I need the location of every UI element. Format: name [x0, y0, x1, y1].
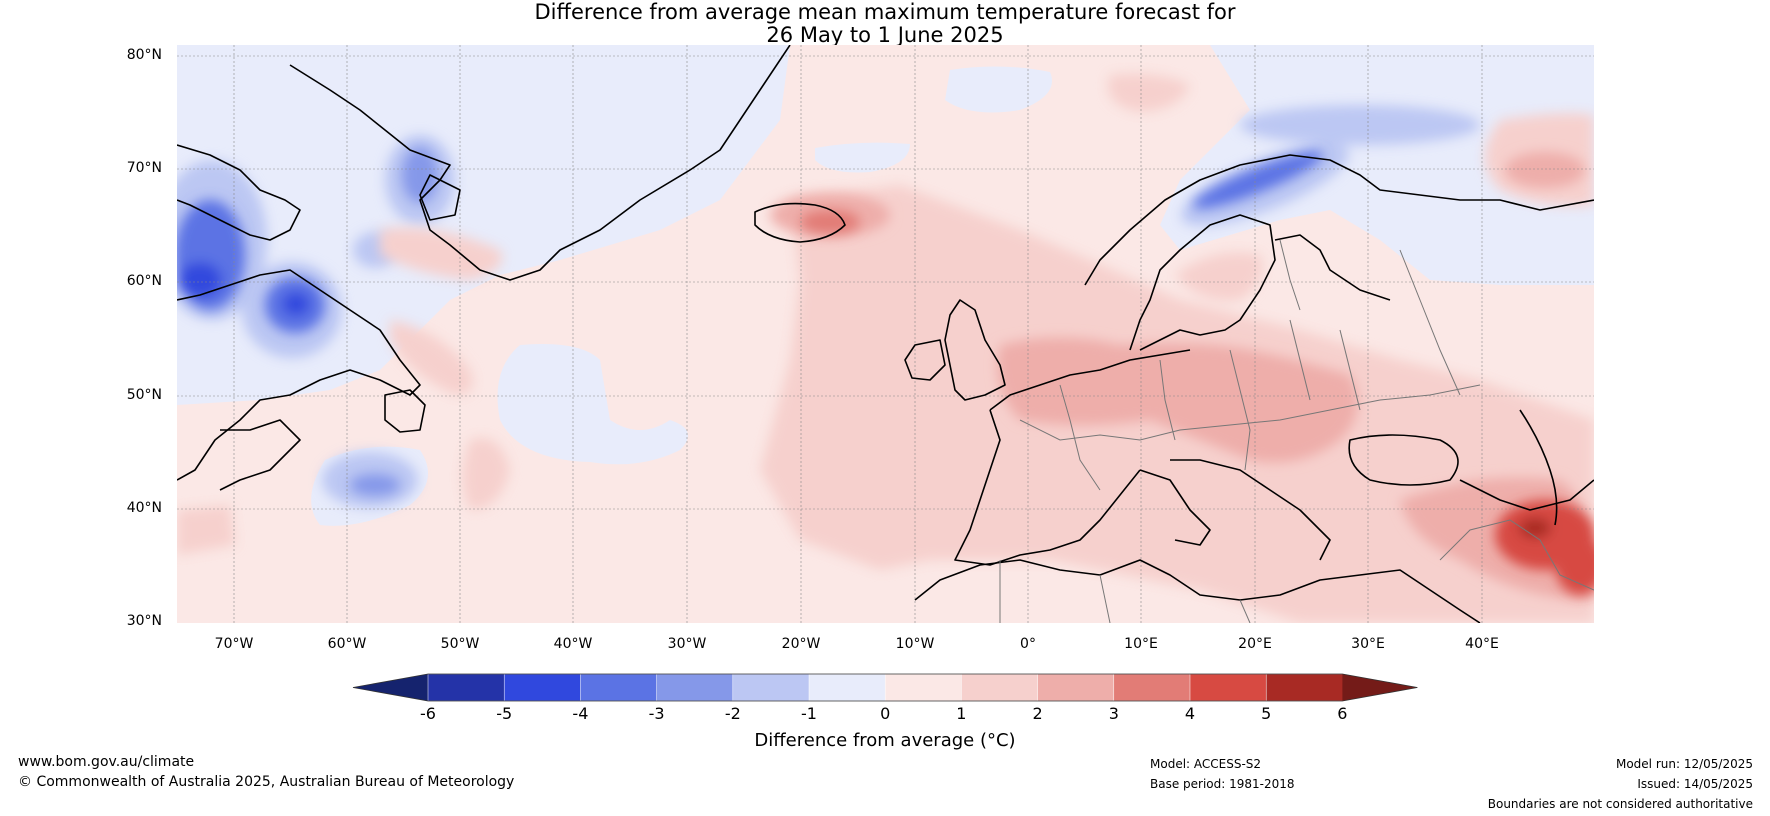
colorbar-tick-label: 1: [956, 704, 967, 723]
map-title-line2: 26 May to 1 June 2025: [766, 23, 1004, 47]
colorbar-tick-label: -3: [648, 704, 665, 723]
lat-label-50n: 50°N: [126, 387, 162, 403]
colorbar-segment: [1189, 673, 1267, 702]
colorbar-tick-label: -5: [496, 704, 513, 723]
colorbar-segment: [427, 673, 505, 702]
colorbar-segment: [580, 673, 658, 702]
copyright-text: © Commonwealth of Australia 2025, Austra…: [18, 774, 515, 790]
lon-label-10w: 10°W: [895, 636, 935, 652]
colorbar-label: Difference from average (°C): [754, 730, 1016, 751]
lon-label-70w: 70°W: [214, 636, 254, 652]
colorbar-segment: [961, 673, 1039, 702]
lon-label-20w: 20°W: [781, 636, 821, 652]
colorbar-extend-high: [1342, 674, 1418, 701]
coastlines: [177, 45, 1594, 623]
anomaly-warm-strong: [800, 210, 1594, 595]
lat-label-70n: 70°N: [126, 160, 162, 176]
map-title-line1: Difference from average mean maximum tem…: [534, 0, 1236, 24]
lon-label-40e: 40°E: [1465, 636, 1499, 652]
colorbar-outline: [352, 673, 1418, 702]
lat-label-30n: 30°N: [126, 613, 162, 629]
colorbar-tick-label: -6: [420, 704, 436, 723]
colorbar-segment: [1113, 673, 1191, 702]
disclaimer-text: Boundaries are not considered authoritat…: [1487, 797, 1753, 811]
colorbar-segment: [732, 673, 810, 702]
lon-label-0: 0°: [1020, 636, 1036, 652]
country-borders: [999, 239, 1594, 623]
anomaly-cool-strong: [177, 147, 1324, 496]
colorbar-tick-label: -4: [572, 704, 589, 723]
model-text: Model: ACCESS-S2: [1150, 757, 1262, 771]
colorbar-segment: [808, 673, 886, 702]
lon-label-20e: 20°E: [1238, 636, 1272, 652]
lon-label-10e: 10°E: [1124, 636, 1158, 652]
base-period-text: Base period: 1981-2018: [1150, 777, 1295, 791]
colorbar-segment: [656, 673, 734, 702]
model-run-text: Model run: 12/05/2025: [1615, 757, 1753, 771]
graticule: [177, 45, 1594, 623]
lon-label-60w: 60°W: [327, 636, 367, 652]
colorbar-extend-low: [353, 674, 428, 701]
lat-label-40n: 40°N: [126, 500, 162, 516]
colorbar-segment: [503, 673, 582, 702]
colorbar: [352, 673, 1418, 702]
colorbar-tick-label: -1: [801, 704, 817, 723]
colorbar-segment: [1037, 673, 1115, 702]
colorbar-tick-label: 5: [1261, 704, 1272, 723]
colorbar-tick-label: 4: [1184, 704, 1196, 723]
colorbar-tick-label: 2: [1032, 704, 1043, 723]
colorbar-segment: [1265, 673, 1344, 702]
colorbar-tick-label: -2: [724, 704, 741, 723]
map-panel: [177, 45, 1594, 623]
website-text: www.bom.gov.au/climate: [18, 754, 195, 770]
colorbar-tick-label: 3: [1108, 704, 1119, 723]
lon-label-50w: 50°W: [440, 636, 480, 652]
lon-label-40w: 40°W: [553, 636, 593, 652]
lat-label-80n: 80°N: [126, 47, 162, 63]
colorbar-tick-label: 0: [880, 704, 891, 723]
lon-label-30w: 30°W: [667, 636, 707, 652]
colorbar-tick-label: 6: [1337, 704, 1348, 723]
lat-label-60n: 60°N: [126, 273, 162, 289]
issued-text: Issued: 14/05/2025: [1637, 777, 1753, 791]
colorbar-segment: [884, 673, 963, 702]
lon-label-30e: 30°E: [1351, 636, 1385, 652]
